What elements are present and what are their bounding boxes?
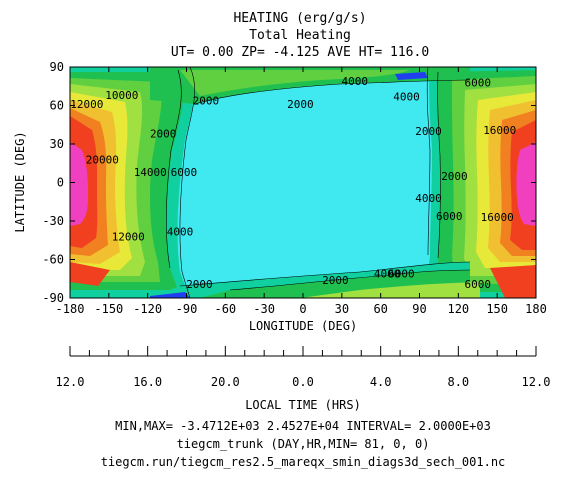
local-time-title: LOCAL TIME (HRS) [245,398,361,412]
band-lvl-22000-east [516,142,536,226]
contour-labels: 2000 200040004000600010000120002000600014… [70,75,516,291]
local-time-tick-label: 12.0 [56,375,85,389]
x-tick-label: -30 [253,302,275,316]
contour-label: 4000 [415,192,442,205]
contour-lines [166,67,471,298]
x-tick-label: 180 [525,302,547,316]
longitude-axis: -180 -150 -120 -90 -60 -30 0 30 60 90 120 150 180 [56,67,547,316]
contour-label: 4000 [167,225,194,238]
y-tick-label: -60 [42,253,64,267]
contour-line-2000-east [426,67,431,256]
y-tick-label: 60 [50,99,64,113]
local-time-tick-label: 4.0 [370,375,392,389]
contour-label: 4000 [374,268,401,281]
local-time-tick-label: 0.0 [292,375,314,389]
contour-label: 4000 [342,75,369,88]
x-tick-label: -90 [176,302,198,316]
contour-label: 12000 [70,98,103,111]
contour-label: 20000 [86,153,119,166]
x-tick-label: -60 [214,302,236,316]
contour-label: 16000 [483,124,516,137]
local-time-tick-label: 20.0 [211,375,240,389]
contour-label: 10000 [105,89,138,102]
local-time-tick-label: 12.0 [522,375,551,389]
contour-line-4000-east [437,71,441,259]
contour-label: 16000 [481,211,514,224]
y-tick-label: -30 [42,214,64,228]
south-polar-red [490,265,536,298]
south-polar-yellow [300,282,480,298]
x-axis-title: LONGITUDE (DEG) [249,319,357,333]
south-polar-min [150,292,190,298]
y-tick-label: 30 [50,137,64,151]
minmax-interval: MIN,MAX= -3.4712E+03 2.4527E+04 INTERVAL… [115,419,491,433]
run-info: tiegcm_trunk (DAY,HR,MIN= 81, 0, 0) [177,437,430,451]
chart-subtitle: Total Heating [249,28,351,43]
contour-line-south-polar [179,261,471,287]
nightside-core [186,86,430,280]
contour-line-4000-west [166,69,182,269]
dayside-west-bands [70,67,194,298]
contour-label: 6000 [465,278,492,291]
file-path: tiegcm.run/tiegcm_res2.5_mareqx_smin_dia… [101,455,506,469]
contour-line-south-polar-2 [229,269,471,291]
contour-label: 12000 [112,230,145,243]
contour-label: 6000 [171,166,198,179]
contour-line-north-polar [194,79,471,105]
y-axis-title: LATITUDE (DEG) [13,131,27,232]
chart-parameters: UT= 0.00 ZP= -4.125 AVE HT= 116.0 [171,45,429,60]
chart-title: HEATING (erg/g/s) [233,11,366,26]
x-tick-label: -150 [94,302,123,316]
contour-label: 2000 [150,128,177,141]
x-tick-label: 120 [447,302,469,316]
south-polar-red-west [70,262,110,286]
y-tick-label: -90 [42,291,64,305]
polar-bands [70,67,536,298]
contour-label: 2000 [287,98,314,111]
x-tick-label: -120 [133,302,162,316]
band-lvl-22000-west [70,142,88,226]
contour-line-2000-west [179,67,196,298]
contour-plot-area: 2000 200040004000600010000120002000600014… [70,67,536,298]
x-tick-label: -180 [56,302,85,316]
contour-label: 14000 [134,166,167,179]
y-tick-label: 90 [50,60,64,74]
latitude-axis: -90 -60 -30 0 30 60 90 [42,60,536,305]
x-tick-label: 60 [373,302,387,316]
x-tick-label: 0 [299,302,306,316]
contour-label: 4000 [393,91,420,104]
contour-label: 2000 [441,170,468,183]
x-tick-label: 30 [335,302,349,316]
contour-label: 2000 [186,278,213,291]
contour-label: 2000 [322,274,349,287]
local-time-tick-label: 8.0 [447,375,469,389]
y-tick-label: 0 [57,176,64,190]
x-tick-label: 90 [412,302,426,316]
contour-label: 2000 [193,94,220,107]
local-time-axis: 12.0 16.0 20.0 0.0 4.0 8.0 12.0 [56,346,551,389]
contour-label: 6000 [388,268,415,281]
contour-label: 2000 [415,125,442,138]
north-polar-min [395,72,428,80]
x-tick-label: 150 [486,302,508,316]
north-polar-green [180,70,410,96]
local-time-tick-label: 16.0 [133,375,162,389]
contour-label: 6000 [436,210,463,223]
contour-label: 6000 [465,76,492,89]
dayside-east-bands [425,67,536,298]
